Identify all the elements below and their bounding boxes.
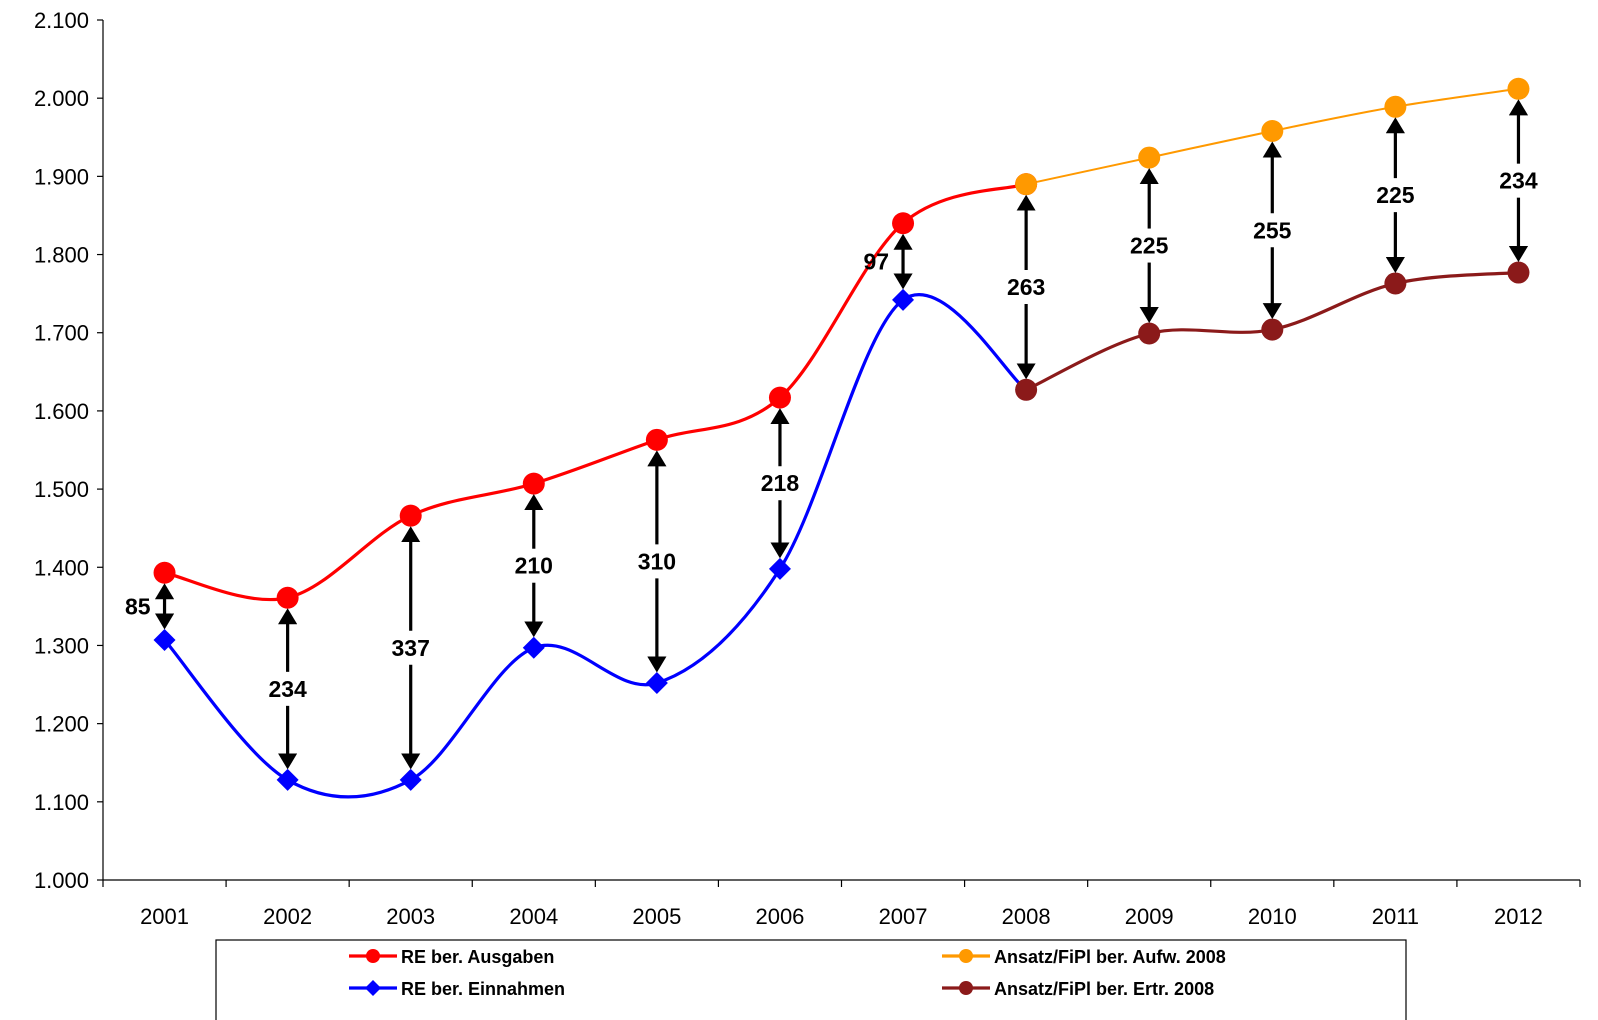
- axes: 1.000 1.100 1.200 1.300 1.400 1.500 1.600 1.700…: [34, 8, 1581, 929]
- x-tick-label: 2005: [632, 904, 681, 929]
- series-ansatz-fipl-ber-ertr-2008-point: [1507, 261, 1530, 284]
- legend-label: RE ber. Ausgaben: [401, 947, 554, 967]
- series-re-ber-einnahmen-point: [645, 671, 668, 694]
- series-re-ber-ausgaben-point: [276, 586, 299, 609]
- x-tick-label: 2008: [1002, 904, 1051, 929]
- series-re-ber-ausgaben-point: [522, 472, 545, 495]
- y-tick-label: 1.700: [34, 321, 89, 346]
- legend-label: Ansatz/FiPl ber. Aufw. 2008: [994, 947, 1226, 967]
- x-tick-label: 2003: [386, 904, 435, 929]
- y-tick-label: 1.100: [34, 790, 89, 815]
- x-tick-label: 2010: [1248, 904, 1297, 929]
- x-tick-label: 2004: [509, 904, 558, 929]
- legend-swatch-marker: [959, 949, 973, 963]
- series-re-ber-einnahmen-point: [276, 768, 299, 791]
- difference-label: 85: [125, 593, 151, 619]
- legend-swatch-marker: [365, 980, 381, 996]
- x-tick-label: 2002: [263, 904, 312, 929]
- series-ansatz-fipl-ber-ertr-2008-point: [1015, 378, 1038, 401]
- difference-label: 255: [1253, 217, 1292, 243]
- legend-swatch-marker: [959, 981, 973, 995]
- y-tick-label: 1.200: [34, 712, 89, 737]
- series-re-ber-einnahmen-point: [892, 288, 915, 311]
- difference-label: 225: [1130, 233, 1169, 259]
- series-re-ber-ausgaben-point: [645, 428, 668, 451]
- plot-area: [153, 77, 1530, 799]
- series-ansatz-fipl-ber-ertr-2008-point: [1261, 318, 1284, 341]
- y-tick-label: 1.900: [34, 164, 89, 189]
- x-tick-label: 2001: [140, 904, 189, 929]
- x-tick-label: 2009: [1125, 904, 1174, 929]
- legend-swatch-marker: [366, 949, 380, 963]
- legend-box: [215, 939, 1407, 1020]
- series-re-ber-ausgaben-line: [164, 182, 1027, 602]
- difference-label: 310: [638, 548, 676, 574]
- y-tick-label: 1.300: [34, 633, 89, 658]
- difference-label: 210: [515, 553, 553, 579]
- series-ansatz-fipl-ber-ertr-2008-point: [1138, 322, 1161, 345]
- series-ansatz-fipl-ber-aufw-2008-point: [1507, 77, 1530, 100]
- series-re-ber-ausgaben-point: [892, 212, 915, 235]
- difference-label: 234: [1499, 168, 1538, 194]
- x-tick-label: 2012: [1494, 904, 1543, 929]
- series-re-ber-einnahmen-point: [522, 636, 545, 659]
- x-tick-label: 2007: [879, 904, 928, 929]
- difference-label: 97: [863, 249, 889, 275]
- series-re-ber-einnahmen-point: [399, 768, 422, 791]
- series-re-ber-einnahmen-line: [163, 293, 1028, 799]
- legend-label: RE ber. Einnahmen: [401, 979, 565, 999]
- y-tick-label: 2.100: [34, 8, 89, 33]
- series-re-ber-ausgaben-point: [153, 561, 176, 584]
- legend: RE ber. Ausgaben RE ber. Einnahmen Ansatz/…: [215, 939, 1407, 1020]
- x-tick-label: 2011: [1372, 904, 1419, 929]
- y-tick-label: 1.500: [34, 477, 89, 502]
- series-ansatz-fipl-ber-ertr-2008-point: [1384, 272, 1407, 295]
- y-tick-label: 1.000: [34, 868, 89, 893]
- difference-label: 225: [1376, 182, 1415, 208]
- series-re-ber-ausgaben-point: [399, 504, 422, 527]
- legend-label: Ansatz/FiPl ber. Ertr. 2008: [994, 979, 1214, 999]
- series-ansatz-fipl-ber-aufw-2008-point: [1015, 173, 1038, 196]
- series-ansatz-fipl-ber-aufw-2008-point: [1138, 146, 1161, 169]
- x-tick-label: 2006: [755, 904, 804, 929]
- series-re-ber-einnahmen-point: [153, 628, 176, 651]
- difference-label: 263: [1007, 274, 1045, 300]
- difference-annotations: 85 234 337 210 310 218 97 263 225 255 225 234: [125, 99, 1538, 770]
- y-tick-label: 1.600: [34, 399, 89, 424]
- difference-label: 234: [268, 676, 307, 702]
- series-re-ber-einnahmen-point: [768, 557, 791, 580]
- difference-label: 218: [761, 470, 800, 496]
- difference-label: 337: [392, 635, 430, 661]
- series-ansatz-fipl-ber-aufw-2008-point: [1261, 120, 1284, 143]
- y-tick-label: 1.800: [34, 243, 89, 268]
- y-tick-label: 1.400: [34, 555, 89, 580]
- series-re-ber-ausgaben-point: [768, 386, 791, 409]
- series-ansatz-fipl-ber-aufw-2008-point: [1384, 95, 1407, 118]
- y-tick-label: 2.000: [34, 86, 89, 111]
